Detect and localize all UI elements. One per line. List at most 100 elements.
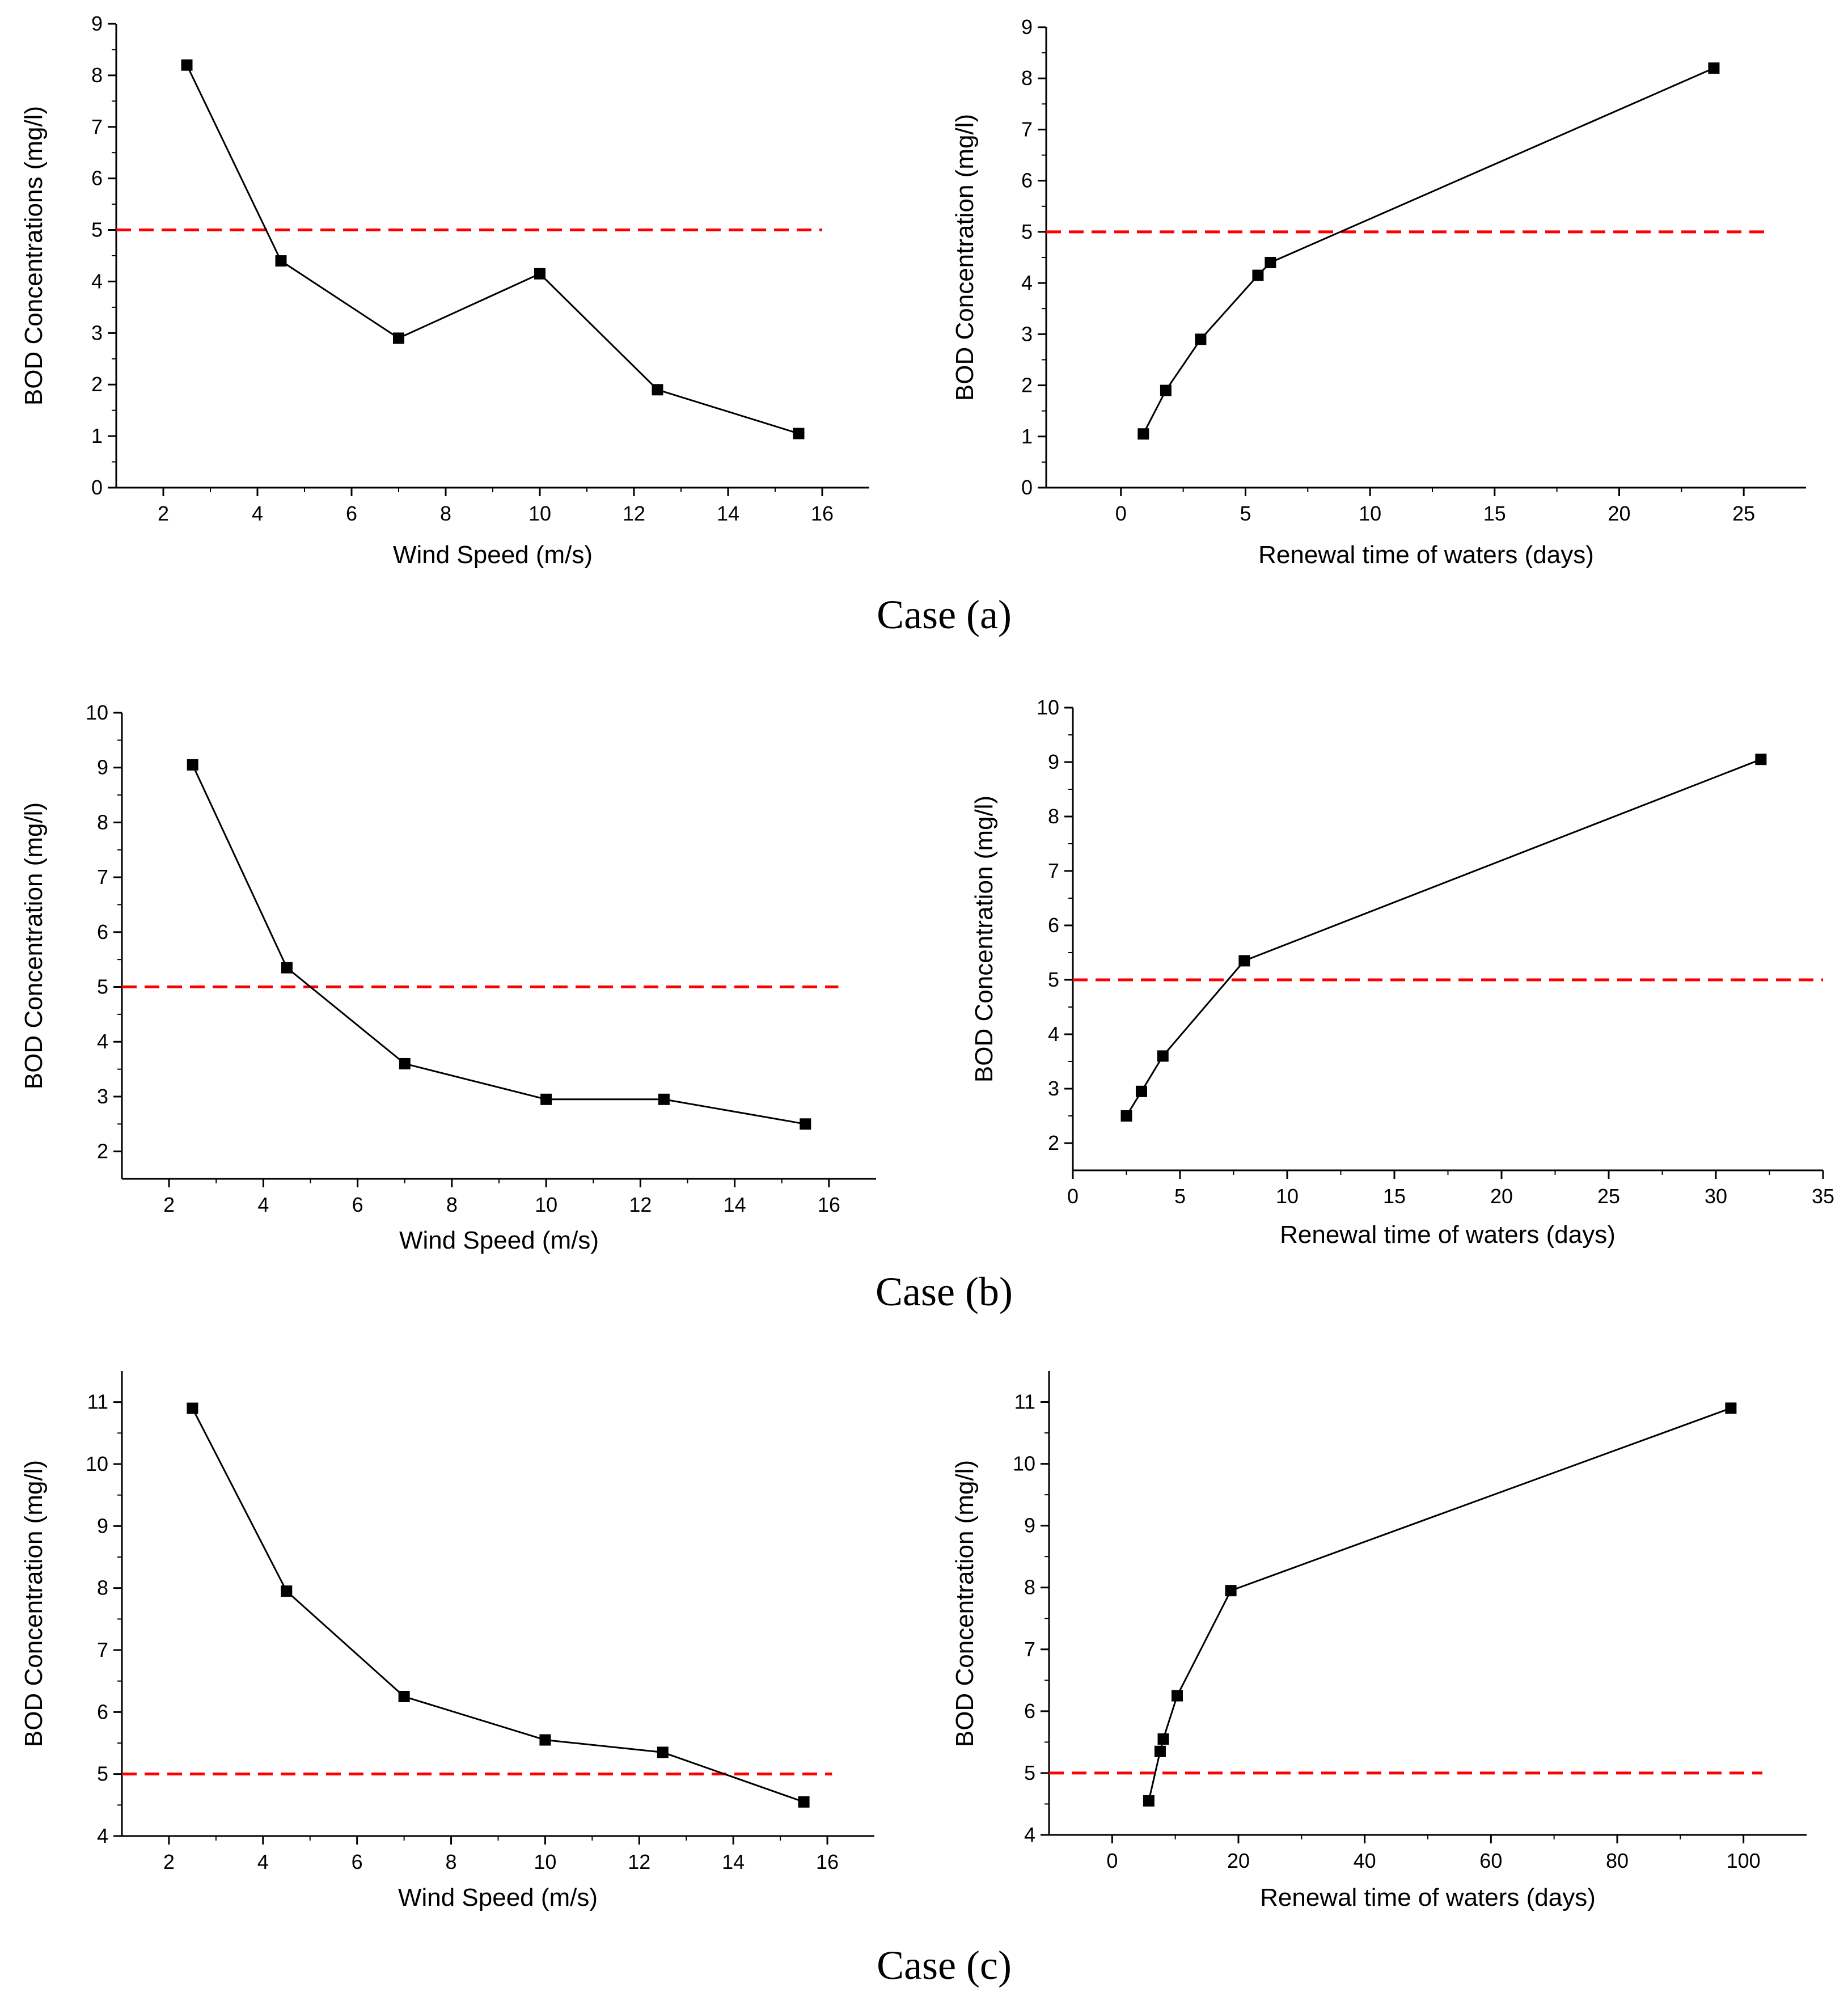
x-tick-label: 2 [158,502,169,525]
x-tick-label: 25 [1732,502,1755,525]
x-tick-label: 5 [1240,502,1251,525]
y-tick-label: 9 [97,756,108,779]
data-point [1225,1585,1237,1597]
x-tick-label: 15 [1483,502,1506,525]
series-line [192,1407,805,1803]
x-tick-label: 8 [446,1850,457,1873]
y-tick-label: 4 [97,1824,108,1847]
data-point [187,759,198,771]
data-point [1708,62,1720,74]
x-axis-label: Wind Speed (m/s) [393,541,593,569]
y-tick-label: 10 [86,701,108,724]
x-tick-label: 20 [1490,1185,1513,1208]
data-point [539,1734,551,1746]
data-point [181,59,193,71]
y-tick-label: 2 [97,1140,108,1163]
caption-case-b: Case (b) [876,1269,1013,1314]
y-tick-label: 4 [97,1030,108,1053]
y-tick-label: 5 [97,1762,108,1786]
series-line [1142,67,1715,434]
series-line [1148,1407,1731,1801]
y-tick-label: 11 [87,1390,108,1414]
data-point [657,1746,669,1758]
y-tick-label: 5 [91,218,103,242]
data-point [1160,384,1172,396]
x-tick-label: 5 [1174,1185,1186,1208]
x-tick-label: 100 [1727,1849,1761,1872]
y-tick-label: 6 [1024,1699,1035,1723]
y-tick-label: 8 [97,1576,108,1600]
x-axis-label: Renewal time of waters (days) [1280,1221,1616,1249]
x-tick-label: 60 [1479,1849,1502,1872]
y-tick-label: 9 [1021,15,1033,39]
data-point [1172,1690,1183,1702]
data-point [1157,1050,1169,1062]
x-tick-label: 14 [717,502,739,525]
chart-b-renewal-time: 2 3 4 5 6 7 8 9 10 0 5 10 15 20 25 30 35 Renewal time of… [970,696,1834,1249]
x-tick-label: 14 [724,1193,746,1216]
y-tick-label: 8 [1021,66,1033,90]
y-tick-label: 6 [1021,169,1033,192]
y-tick-label: 3 [1021,322,1033,345]
x-tick-label: 6 [352,1193,363,1216]
data-point [1157,1733,1169,1745]
y-axis-label: BOD Concentrations (mg/l) [20,106,48,405]
data-point [1725,1402,1737,1414]
x-tick-label: 30 [1705,1185,1727,1208]
y-tick-label: 6 [97,920,108,944]
x-tick-label: 16 [811,502,834,525]
x-tick-label: 20 [1227,1849,1250,1872]
x-tick-label: 10 [1276,1185,1299,1208]
x-tick-label: 0 [1106,1849,1118,1872]
y-tick-label: 10 [86,1452,108,1475]
y-tick-label: 7 [1048,859,1059,882]
data-point [1120,1110,1132,1122]
y-axis-label: BOD Concentration (mg/l) [951,114,979,401]
y-axis-label: BOD Concentration (mg/l) [20,802,48,1089]
y-tick-label: 5 [97,975,108,999]
series-line [192,764,806,1125]
y-tick-label: 4 [1021,271,1033,294]
plot-area: 4 5 6 7 8 9 10 11 0 20 40 60 80 100 [1013,1371,1807,1872]
caption-case-c: Case (c) [877,1943,1012,1988]
plot-area: 2 3 4 5 6 7 8 9 10 2 4 6 8 10 12 14 16 [86,701,876,1216]
x-axis-label: Wind Speed (m/s) [398,1884,598,1911]
plot-area: 4 5 6 7 8 9 10 11 2 4 6 8 10 12 14 16 [86,1371,874,1873]
x-tick-label: 4 [257,1850,269,1873]
y-tick-label: 9 [1048,750,1059,773]
y-axis-label: BOD Concentration (mg/l) [951,1460,979,1747]
x-axis-label: Wind Speed (m/s) [399,1226,599,1254]
x-tick-label: 10 [1359,502,1381,525]
x-tick-label: 12 [623,502,645,525]
data-point [275,255,287,267]
caption-case-a: Case (a) [877,592,1012,637]
y-tick-label: 0 [91,476,103,499]
data-point [1755,754,1767,765]
x-tick-label: 80 [1606,1849,1629,1872]
y-tick-label: 7 [1024,1638,1035,1661]
data-point [393,332,404,344]
data-point [187,1402,198,1414]
data-point [793,428,805,439]
y-tick-label: 2 [1048,1131,1059,1154]
y-tick-label: 4 [1048,1022,1059,1046]
series-line [186,65,799,435]
y-tick-label: 7 [91,115,103,138]
x-tick-label: 12 [628,1850,650,1873]
x-tick-label: 10 [534,1850,556,1873]
data-point [281,962,293,974]
y-tick-label: 9 [91,12,103,35]
y-tick-label: 9 [1024,1514,1035,1537]
y-tick-label: 9 [97,1514,108,1537]
x-tick-label: 16 [818,1193,840,1216]
x-tick-label: 25 [1597,1185,1620,1208]
plot-area: 0 1 2 3 4 5 6 7 8 9 0 5 10 15 20 25 [1021,15,1806,525]
data-point [800,1118,811,1130]
data-point [281,1585,293,1597]
data-point [1238,955,1250,967]
